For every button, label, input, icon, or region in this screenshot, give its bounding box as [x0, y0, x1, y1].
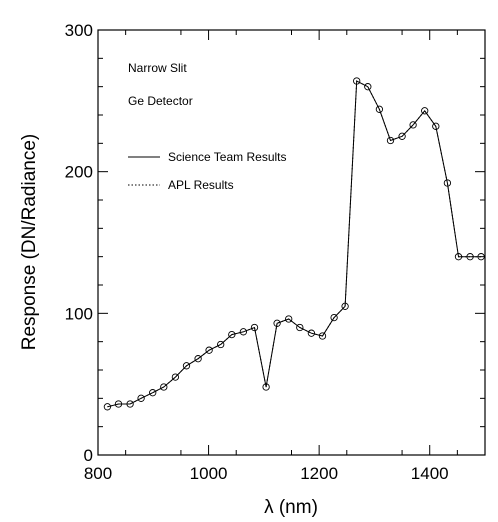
data-point-marker	[318, 332, 327, 340]
x-tick-label: 800	[84, 464, 112, 483]
marker-layer	[103, 77, 485, 411]
data-point-marker	[341, 302, 349, 310]
data-point-marker	[217, 340, 225, 349]
data-point-marker	[386, 136, 395, 145]
data-point-marker	[353, 77, 361, 85]
y-tick-label: 200	[65, 163, 93, 182]
x-tick-label: 1200	[300, 464, 338, 483]
data-point-marker	[250, 323, 259, 332]
data-point-marker	[466, 253, 474, 261]
data-point-marker	[421, 107, 429, 115]
data-point-marker	[182, 362, 191, 370]
data-point-marker	[126, 400, 134, 408]
data-point-marker	[239, 328, 248, 336]
legend: Science Team Results APL Results	[128, 150, 287, 192]
data-point-marker	[160, 383, 168, 391]
data-point-marker	[273, 319, 281, 327]
data-point-marker	[443, 179, 452, 187]
data-point-marker	[364, 83, 372, 91]
data-point-marker	[262, 383, 270, 391]
x-tick-label: 1400	[411, 464, 449, 483]
data-point-marker	[205, 346, 213, 354]
y-axis-label: Response (DN/Radiance)	[19, 134, 40, 351]
data-point-marker	[296, 323, 304, 332]
data-point-marker	[228, 330, 236, 339]
data-point-marker	[114, 400, 123, 408]
data-point-marker	[307, 329, 316, 337]
legend-label-apl: APL Results	[168, 178, 234, 192]
data-point-marker	[432, 122, 440, 130]
tick-labels: 800 1000 1200 1400 0 100 200 300	[65, 21, 449, 483]
y-tick-label: 300	[65, 21, 93, 40]
y-tick-label: 100	[65, 304, 93, 323]
series-apl-line	[107, 80, 482, 408]
data-point-marker	[103, 403, 112, 411]
annotation-narrow-slit: Narrow Slit	[128, 61, 187, 75]
data-point-marker	[398, 132, 406, 140]
data-point-marker	[409, 121, 417, 129]
x-axis-label: λ (nm)	[264, 497, 318, 518]
legend-label-science-team: Science Team Results	[168, 150, 287, 164]
ticks	[97, 29, 485, 456]
data-point-marker	[171, 373, 180, 381]
data-point-marker	[285, 315, 293, 323]
y-tick-label: 0	[84, 446, 93, 465]
annotation-ge-detector: Ge Detector	[128, 94, 193, 108]
data-point-marker	[454, 253, 463, 261]
data-point-marker	[137, 394, 145, 402]
series-science-team-line	[107, 80, 482, 408]
data-point-marker	[330, 313, 338, 322]
series-layer	[107, 80, 482, 408]
data-point-marker	[477, 253, 485, 261]
x-tick-label: 1000	[190, 464, 228, 483]
data-point-marker	[149, 389, 157, 397]
data-point-marker	[375, 105, 384, 113]
data-point-marker	[194, 355, 202, 363]
